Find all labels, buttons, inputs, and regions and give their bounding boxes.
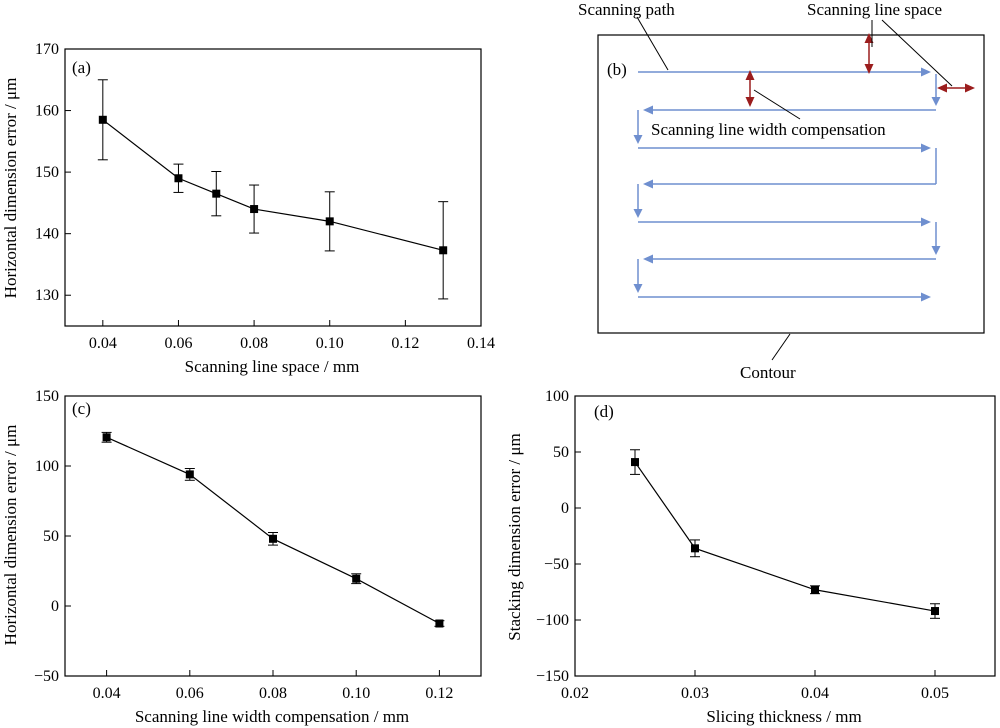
scan-arrowhead-2	[643, 105, 653, 115]
scan-path-diagram: (b)	[578, 0, 985, 382]
dimension-arrows	[745, 33, 975, 107]
y-tick-label-c: 0	[51, 598, 59, 615]
x-tick-label-c: 0.08	[259, 685, 287, 702]
data-point-a	[212, 189, 221, 198]
chart-panel-a: 0.04 0.06 0.08 0.10 0.12 0.14 130 140 150 160 170	[35, 41, 495, 352]
data-point-a	[174, 174, 183, 183]
scan-arrowhead-5	[921, 217, 931, 227]
panel-label-d: (d)	[594, 402, 614, 421]
y-tick-label-a: 150	[35, 164, 59, 181]
y-tick-label-a: 170	[35, 41, 59, 58]
y-axis-label-a: Horizontal dimension error / μm	[1, 78, 20, 299]
leader-line-space-2	[881, 19, 953, 87]
panel-label-a: (a)	[72, 58, 91, 77]
y-tick-label-c: 50	[43, 528, 59, 545]
scan-arrowhead-7	[921, 292, 931, 302]
step-arrowhead-right-3	[931, 246, 941, 255]
x-axis-label-a: Scanning line space / mm	[185, 357, 360, 376]
plot-frame-a	[64, 48, 482, 327]
scan-arrowhead-4	[643, 179, 653, 189]
x-tick-label-a: 0.08	[240, 335, 268, 352]
y-tick-label-a: 130	[35, 287, 59, 304]
contour-rectangle	[597, 34, 985, 334]
scan-arrowhead-6	[643, 254, 653, 264]
step-arrowhead-right-1	[931, 97, 941, 106]
data-point-c	[352, 574, 361, 583]
y-tick-label-d: 50	[553, 444, 569, 461]
compensation-arrowhead-top	[745, 70, 755, 80]
data-point-a	[325, 217, 334, 226]
data-point-d	[631, 458, 639, 467]
scan-arrowhead-3	[921, 143, 931, 153]
x-tick-label-a: 0.14	[467, 335, 495, 352]
step-arrowhead-left-1	[633, 135, 643, 144]
data-point-a	[250, 205, 259, 214]
step-arrowhead-left-2	[633, 209, 643, 218]
data-point-c	[102, 433, 111, 442]
data-point-c	[435, 619, 444, 628]
y-tick-label-d: 0	[561, 500, 569, 517]
series-line-a	[102, 119, 444, 251]
scan-lines	[638, 67, 936, 302]
leader-contour	[771, 333, 791, 361]
step-connectors	[633, 74, 941, 293]
y-tick-label-d: −100	[536, 612, 569, 629]
data-point-d	[931, 607, 939, 616]
y-tick-label-d: 100	[545, 388, 569, 405]
x-tick-label-d: 0.03	[681, 685, 709, 702]
data-point-c	[185, 470, 194, 479]
x-tick-label-c: 0.12	[425, 685, 453, 702]
y-tick-label-a: 140	[35, 226, 59, 243]
y-axis-label-d: Stacking dimension error / μm	[505, 433, 524, 640]
series-line-d	[634, 461, 936, 612]
plot-frame-d	[574, 395, 996, 677]
x-axis-label-d: Slicing thickness / mm	[706, 707, 861, 726]
leader-lines	[636, 16, 953, 361]
leader-scanning-path	[636, 16, 669, 71]
data-point-c	[269, 534, 277, 543]
x-tick-label-c: 0.06	[176, 685, 204, 702]
contour-gap-arrowhead-left	[937, 83, 947, 93]
line-space-arrowhead-top	[864, 33, 874, 43]
x-tick-label-a: 0.04	[89, 335, 117, 352]
chart-panel-d: 0.02 0.03 0.04 0.05 −150 −100 −50 0 50 100	[536, 388, 996, 702]
data-point-d	[811, 585, 819, 594]
compensation-arrowhead-bottom	[745, 97, 755, 107]
x-tick-label-a: 0.06	[164, 335, 192, 352]
y-tick-label-d: −150	[536, 668, 569, 685]
y-tick-label-c: 100	[35, 458, 59, 475]
panel-label-c: (c)	[72, 399, 91, 418]
scanning-path-label: Scanning path	[578, 0, 675, 19]
y-tick-label-d: −50	[544, 556, 569, 573]
scanning-line-space-label: Scanning line space	[807, 0, 942, 19]
series-line-c	[106, 436, 440, 625]
data-point-a	[439, 246, 448, 255]
data-point-a	[98, 115, 107, 124]
x-tick-label-d: 0.04	[801, 685, 829, 702]
x-tick-label-c: 0.10	[342, 685, 370, 702]
x-axis-label-c: Scanning line width compensation / mm	[135, 707, 409, 726]
y-tick-label-c: −50	[34, 668, 59, 685]
width-compensation-label: Scanning line width compensation	[651, 120, 886, 139]
x-tick-label-d: 0.05	[921, 685, 949, 702]
step-arrowhead-left-3	[633, 284, 643, 293]
y-tick-label-a: 160	[35, 103, 59, 120]
panel-label-b: (b)	[607, 60, 627, 79]
chart-panel-c: 0.04 0.06 0.08 0.10 0.12 −50 0 50 100 150	[34, 388, 482, 702]
contour-label: Contour	[740, 363, 796, 382]
x-tick-label-a: 0.10	[316, 335, 344, 352]
line-space-arrowhead-bottom	[864, 64, 874, 74]
x-tick-label-c: 0.04	[93, 685, 121, 702]
leader-compensation	[753, 89, 801, 120]
x-tick-label-a: 0.12	[391, 335, 419, 352]
x-tick-label-d: 0.02	[561, 685, 589, 702]
scan-arrowhead-1	[921, 67, 931, 77]
y-axis-label-c: Horizontal dimension error / μm	[1, 425, 20, 646]
y-tick-label-c: 150	[35, 388, 59, 405]
contour-gap-arrowhead-right	[965, 83, 975, 93]
data-point-d	[691, 544, 699, 553]
